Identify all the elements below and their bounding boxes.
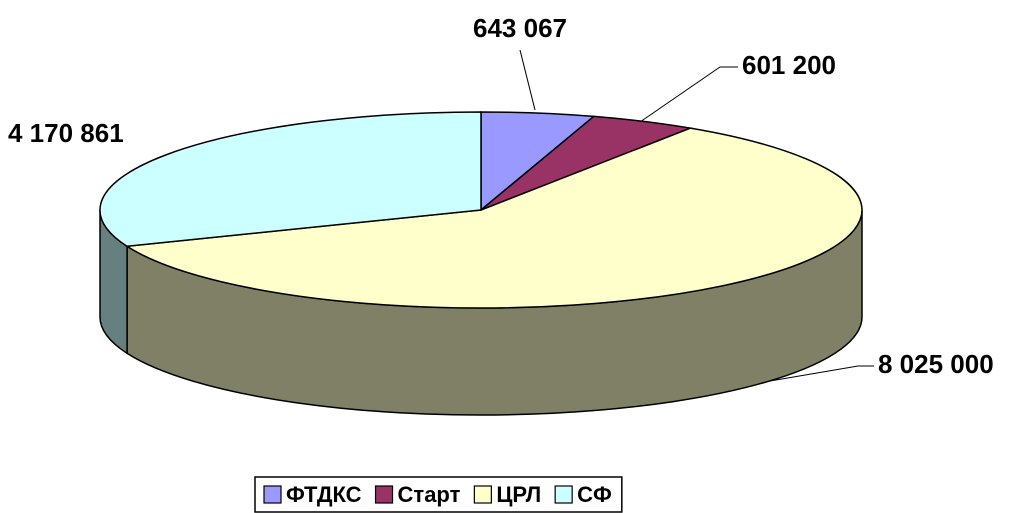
legend-label: Старт — [398, 482, 461, 507]
legend-swatch — [473, 485, 492, 504]
leader-line — [639, 66, 738, 123]
legend-label: ФТДКС — [286, 482, 362, 507]
data-label: 601 200 — [742, 50, 836, 80]
leader-line — [769, 365, 874, 382]
legend-label: СФ — [577, 482, 612, 507]
slice — [99, 111, 482, 248]
slice — [124, 127, 863, 309]
legend: ФТДКС Старт ЦРЛ СФ — [254, 476, 623, 513]
legend-swatch — [374, 485, 394, 504]
legend-swatch — [263, 485, 282, 504]
legend-label: ЦРЛ — [496, 482, 541, 507]
data-label: 4 170 861 — [8, 118, 124, 148]
data-label: 643 067 — [473, 13, 567, 43]
legend-swatch — [554, 485, 573, 504]
data-label: 8 025 000 — [878, 349, 994, 379]
leader-line — [519, 49, 536, 111]
